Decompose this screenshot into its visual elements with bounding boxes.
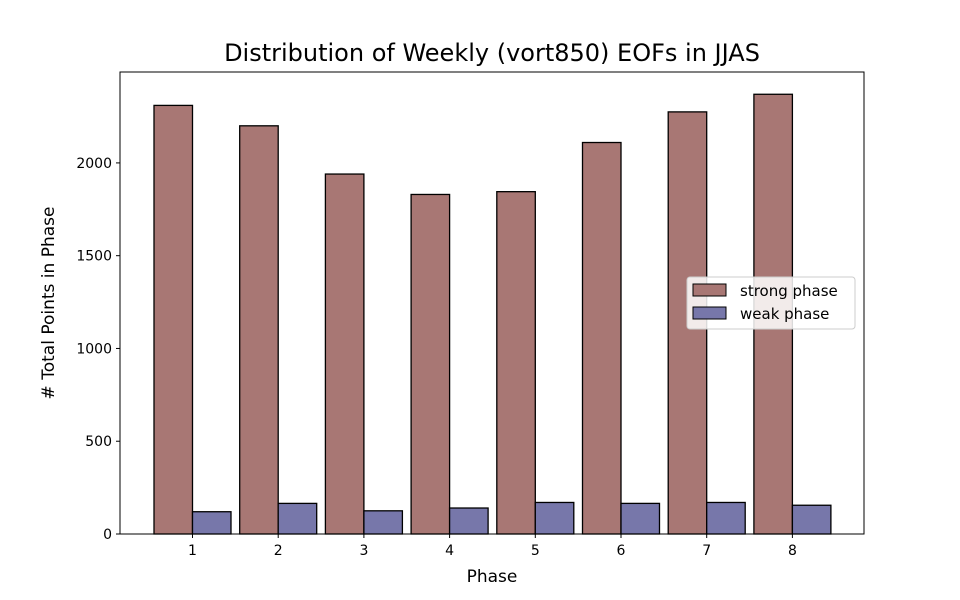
bar-weak-phase-3 bbox=[363, 510, 404, 535]
legend: strong phase weak phase bbox=[686, 276, 856, 330]
x-tick-label: 3 bbox=[359, 543, 368, 559]
x-tick-label: 5 bbox=[531, 543, 540, 559]
x-axis-ticks: 1 2 3 4 5 6 7 8 bbox=[188, 534, 797, 559]
bar-strong-phase-1 bbox=[153, 104, 194, 535]
legend-swatch-weak-phase bbox=[692, 306, 727, 320]
x-tick-label: 8 bbox=[788, 543, 797, 559]
plot-frame bbox=[119, 71, 865, 535]
x-tick-label: 6 bbox=[617, 543, 626, 559]
bar-weak-phase-6 bbox=[620, 502, 661, 535]
bar-weak-phase-2 bbox=[277, 502, 318, 535]
x-tick-label: 7 bbox=[702, 543, 711, 559]
x-tick-label: 4 bbox=[445, 543, 454, 559]
bar-strong-phase-3 bbox=[324, 173, 365, 535]
bar-strong-phase-2 bbox=[239, 125, 279, 535]
y-axis-ticks: 0 500 1000 1500 2000 bbox=[76, 156, 120, 543]
bar-weak-phase-1 bbox=[191, 511, 232, 535]
y-axis-label: # Total Points in Phase bbox=[39, 207, 59, 400]
legend-box bbox=[686, 276, 856, 330]
y-tick-label: 1000 bbox=[76, 341, 112, 357]
legend-label-strong-phase: strong phase bbox=[740, 282, 838, 300]
x-axis-label: Phase bbox=[467, 567, 518, 587]
y-tick-label: 0 bbox=[103, 527, 112, 543]
y-tick-label: 2000 bbox=[76, 156, 112, 172]
legend-label-weak-phase: weak phase bbox=[740, 305, 829, 323]
chart-title: Distribution of Weekly (vort850) EOFs in… bbox=[224, 39, 760, 67]
bar-weak-phase-7 bbox=[706, 501, 746, 535]
bars-group bbox=[153, 93, 832, 535]
bar-weak-phase-4 bbox=[448, 507, 489, 535]
bar-weak-phase-8 bbox=[791, 504, 832, 535]
x-tick-label: 1 bbox=[188, 543, 197, 559]
bar-weak-phase-5 bbox=[534, 501, 575, 535]
legend-swatch-strong-phase bbox=[692, 283, 727, 297]
x-tick-label: 2 bbox=[274, 543, 283, 559]
bar-strong-phase-4 bbox=[410, 193, 451, 535]
bar-strong-phase-5 bbox=[496, 191, 536, 535]
bar-strong-phase-6 bbox=[581, 141, 622, 535]
y-tick-label: 1500 bbox=[76, 249, 112, 265]
y-tick-label: 500 bbox=[85, 434, 112, 450]
